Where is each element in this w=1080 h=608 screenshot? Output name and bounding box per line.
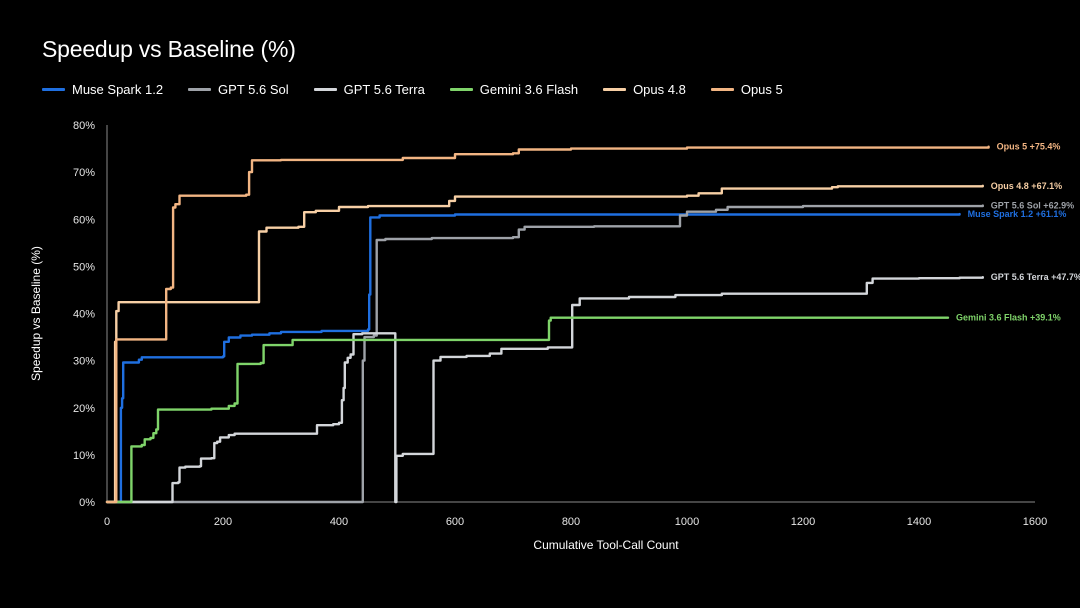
- y-tick-label: 30%: [73, 356, 95, 368]
- series-end-label: Opus 5 +75.4%: [997, 142, 1061, 152]
- legend-label: GPT 5.6 Sol: [218, 82, 289, 97]
- legend-swatch: [42, 88, 65, 91]
- y-axis-label: Speedup vs Baseline (%): [29, 246, 43, 381]
- legend-label: Gemini 3.6 Flash: [479, 82, 579, 97]
- y-tick-label: 20%: [73, 403, 95, 415]
- x-tick-label: 600: [446, 516, 464, 528]
- legend-swatch: [710, 88, 734, 91]
- x-tick-label: 1200: [791, 516, 815, 528]
- legend-swatch: [313, 88, 337, 91]
- x-tick-label: 1600: [1023, 516, 1047, 528]
- legend-label: Muse Spark 1.2: [72, 82, 164, 97]
- series-end-label: Muse Spark 1.2 +61.1%: [968, 209, 1067, 219]
- chart-title: Speedup vs Baseline (%): [42, 36, 296, 62]
- legend-item: GPT 5.6 Terra: [313, 82, 425, 97]
- series-line-muse-spark-1-2: [105, 212, 961, 504]
- x-axis-label: Cumulative Tool-Call Count: [533, 538, 679, 552]
- series-end-label: Opus 4.8 +67.1%: [991, 181, 1062, 191]
- series-line-gpt-5-6-terra: [105, 276, 984, 504]
- x-tick-label: 400: [330, 516, 348, 528]
- y-tick-label: 60%: [73, 214, 95, 226]
- legend-label: GPT 5.6 Terra: [343, 82, 425, 97]
- x-tick-label: 0: [104, 516, 110, 528]
- series-line-gemini-3-6-flash: [105, 316, 950, 504]
- series-end-label: GPT 5.6 Sol +62.9%: [991, 201, 1074, 211]
- y-tick-label: 40%: [73, 309, 95, 321]
- legend-swatch: [188, 88, 212, 91]
- y-tick-label: 80%: [73, 120, 95, 132]
- legend-label: Opus 5: [740, 82, 783, 97]
- legend-swatch: [603, 88, 627, 91]
- x-tick-label: 800: [562, 516, 580, 528]
- legend-item: Opus 4.8: [603, 82, 686, 97]
- legend-swatch: [449, 88, 473, 91]
- legend-label: Opus 4.8: [633, 82, 686, 97]
- chart-legend: Muse Spark 1.2 GPT 5.6 Sol GPT 5.6 Terra Ge…: [42, 82, 808, 97]
- series-line-gpt-5-6-sol: [105, 204, 984, 504]
- x-tick-label: 1400: [907, 516, 931, 528]
- legend-item: Gemini 3.6 Flash: [449, 82, 579, 97]
- legend-item: Opus 5: [710, 82, 783, 97]
- x-tick-label: 200: [214, 516, 232, 528]
- x-tick-label: 1000: [675, 516, 699, 528]
- series-end-label: GPT 5.6 Terra +47.7%: [991, 272, 1080, 282]
- y-tick-label: 70%: [73, 167, 95, 179]
- legend-item: Muse Spark 1.2: [42, 82, 163, 97]
- series-line-opus-5: [105, 145, 990, 504]
- y-tick-label: 0%: [79, 497, 95, 509]
- series-line-opus-4-8: [105, 184, 984, 504]
- y-tick-label: 10%: [73, 450, 95, 462]
- series-end-label: Gemini 3.6 Flash +39.1%: [956, 313, 1061, 323]
- y-tick-label: 50%: [73, 261, 95, 273]
- legend-item: GPT 5.6 Sol: [188, 82, 289, 97]
